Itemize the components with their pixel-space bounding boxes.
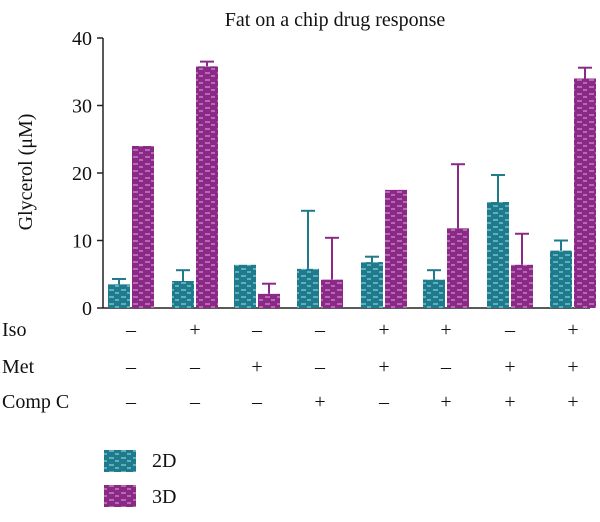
bar-3d-7 xyxy=(574,78,596,308)
y-tick-label: 40 xyxy=(72,28,92,50)
condition-symbol: – xyxy=(314,356,326,378)
condition-symbol: + xyxy=(378,319,389,341)
bar-2d-0 xyxy=(108,284,130,308)
condition-symbol: – xyxy=(378,391,390,413)
condition-symbol: + xyxy=(378,356,389,378)
condition-symbol: – xyxy=(189,391,201,413)
condition-row-label: Iso xyxy=(2,319,26,341)
condition-symbol: – xyxy=(125,356,137,378)
bar-3d-3 xyxy=(321,279,343,308)
condition-table: Iso Met Comp C – – – + – – – + – – – + + + – + – + – + + + + + xyxy=(2,319,579,413)
bars-group xyxy=(108,66,596,308)
chart-title: Fat on a chip drug response xyxy=(225,9,446,31)
legend-label-2d: 2D xyxy=(152,450,176,472)
condition-symbol: + xyxy=(440,319,451,341)
bar-2d-1 xyxy=(172,281,194,308)
condition-symbol: – xyxy=(125,319,137,341)
condition-symbol: – xyxy=(251,319,263,341)
condition-row-label: Comp C xyxy=(2,391,69,413)
condition-symbol: + xyxy=(504,391,515,413)
condition-symbol: – xyxy=(314,319,326,341)
y-tick-label: 10 xyxy=(72,231,92,253)
legend: 2D 3D xyxy=(104,450,176,508)
bar-3d-4 xyxy=(385,189,407,308)
bar-2d-2 xyxy=(234,264,256,308)
bar-3d-0 xyxy=(132,146,154,308)
legend-swatch-2d xyxy=(104,450,136,472)
bar-3d-6 xyxy=(511,264,533,308)
y-axis-label: Glycerol (μM) xyxy=(15,114,37,231)
y-tick-label: 30 xyxy=(72,96,92,118)
bar-2d-3 xyxy=(297,268,319,308)
legend-label-3d: 3D xyxy=(152,486,176,508)
legend-swatch-3d xyxy=(104,485,136,507)
condition-symbol: – xyxy=(440,356,452,378)
y-tick-label: 20 xyxy=(72,163,92,185)
condition-symbol: + xyxy=(567,356,578,378)
condition-row-label: Met xyxy=(2,356,35,378)
y-tick-label: 0 xyxy=(82,298,92,320)
condition-symbol: + xyxy=(567,391,578,413)
bar-2d-7 xyxy=(550,250,572,308)
bar-2d-6 xyxy=(487,202,509,308)
bar-3d-1 xyxy=(196,66,218,308)
condition-symbol: + xyxy=(314,391,325,413)
condition-symbol: + xyxy=(504,356,515,378)
condition-symbol: – xyxy=(189,356,201,378)
condition-symbol: + xyxy=(251,356,262,378)
bar-2d-5 xyxy=(423,279,445,308)
y-axis-ticks: 0 10 20 30 40 xyxy=(72,28,103,320)
bar-3d-2 xyxy=(258,293,280,308)
condition-symbol: + xyxy=(567,319,578,341)
condition-symbol: + xyxy=(440,391,451,413)
bar-2d-4 xyxy=(361,262,383,308)
error-bars-group xyxy=(112,60,592,294)
condition-symbol: – xyxy=(125,391,137,413)
condition-symbol: + xyxy=(189,319,200,341)
bar-3d-5 xyxy=(447,228,469,308)
condition-symbol: – xyxy=(504,319,516,341)
condition-symbol: – xyxy=(251,391,263,413)
